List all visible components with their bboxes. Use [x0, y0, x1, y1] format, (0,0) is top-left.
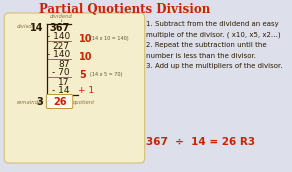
- Text: (14 x 10 = 140): (14 x 10 = 140): [90, 36, 129, 41]
- FancyBboxPatch shape: [46, 94, 73, 109]
- Text: 10: 10: [79, 34, 93, 44]
- FancyBboxPatch shape: [4, 13, 145, 163]
- Text: 17: 17: [58, 78, 70, 87]
- Text: 3. Add up the multipliers of the divisor.: 3. Add up the multipliers of the divisor…: [146, 63, 283, 69]
- Text: - 140: - 140: [46, 50, 70, 58]
- Text: - 140: - 140: [46, 31, 70, 40]
- Text: 367  ÷  14 = 26 R3: 367 ÷ 14 = 26 R3: [146, 137, 256, 147]
- Text: 5: 5: [79, 69, 86, 79]
- Text: Partial Quotients Division: Partial Quotients Division: [39, 3, 210, 15]
- Text: dividend: dividend: [50, 13, 73, 19]
- Text: 14: 14: [30, 23, 44, 33]
- Text: 26: 26: [53, 97, 66, 107]
- Text: 3: 3: [37, 97, 44, 107]
- Text: remainder: remainder: [17, 99, 44, 105]
- Text: 367: 367: [50, 23, 70, 33]
- Text: divisor: divisor: [17, 24, 35, 29]
- Text: multiple of the divisor. ( x10, x5, x2…): multiple of the divisor. ( x10, x5, x2…): [146, 31, 281, 38]
- Text: 1. Subtract from the dividend an easy: 1. Subtract from the dividend an easy: [146, 21, 279, 27]
- Text: 227: 227: [53, 41, 70, 51]
- Text: - 70: - 70: [52, 67, 70, 77]
- Text: 10: 10: [79, 51, 93, 62]
- Text: number is less than the divisor.: number is less than the divisor.: [146, 52, 256, 58]
- Text: + 1: + 1: [78, 85, 94, 94]
- Text: - 14: - 14: [52, 85, 70, 94]
- Text: 2. Repeat the subtraction until the: 2. Repeat the subtraction until the: [146, 42, 267, 48]
- Text: quotient: quotient: [73, 99, 95, 105]
- Text: (14 x 5 = 70): (14 x 5 = 70): [90, 72, 123, 77]
- Text: 87: 87: [58, 60, 70, 68]
